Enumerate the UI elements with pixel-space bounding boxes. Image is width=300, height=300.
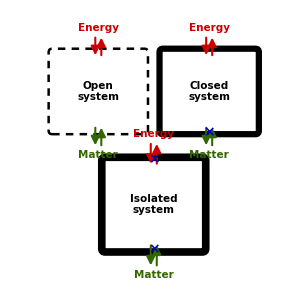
Text: Energy: Energy [189,22,230,32]
Text: Matter: Matter [134,271,174,281]
Text: Matter: Matter [78,150,118,160]
FancyBboxPatch shape [160,49,259,134]
Text: ×: × [203,125,215,139]
FancyBboxPatch shape [49,49,148,134]
Text: Isolated
system: Isolated system [130,194,178,215]
Text: Energy: Energy [133,129,174,139]
Text: Open
system: Open system [77,81,119,102]
Text: ×: × [148,153,160,166]
Text: Energy: Energy [78,22,119,32]
FancyBboxPatch shape [102,157,206,252]
Text: ×: × [148,243,160,257]
Text: Matter: Matter [189,150,229,160]
Text: Closed
system: Closed system [188,81,230,102]
